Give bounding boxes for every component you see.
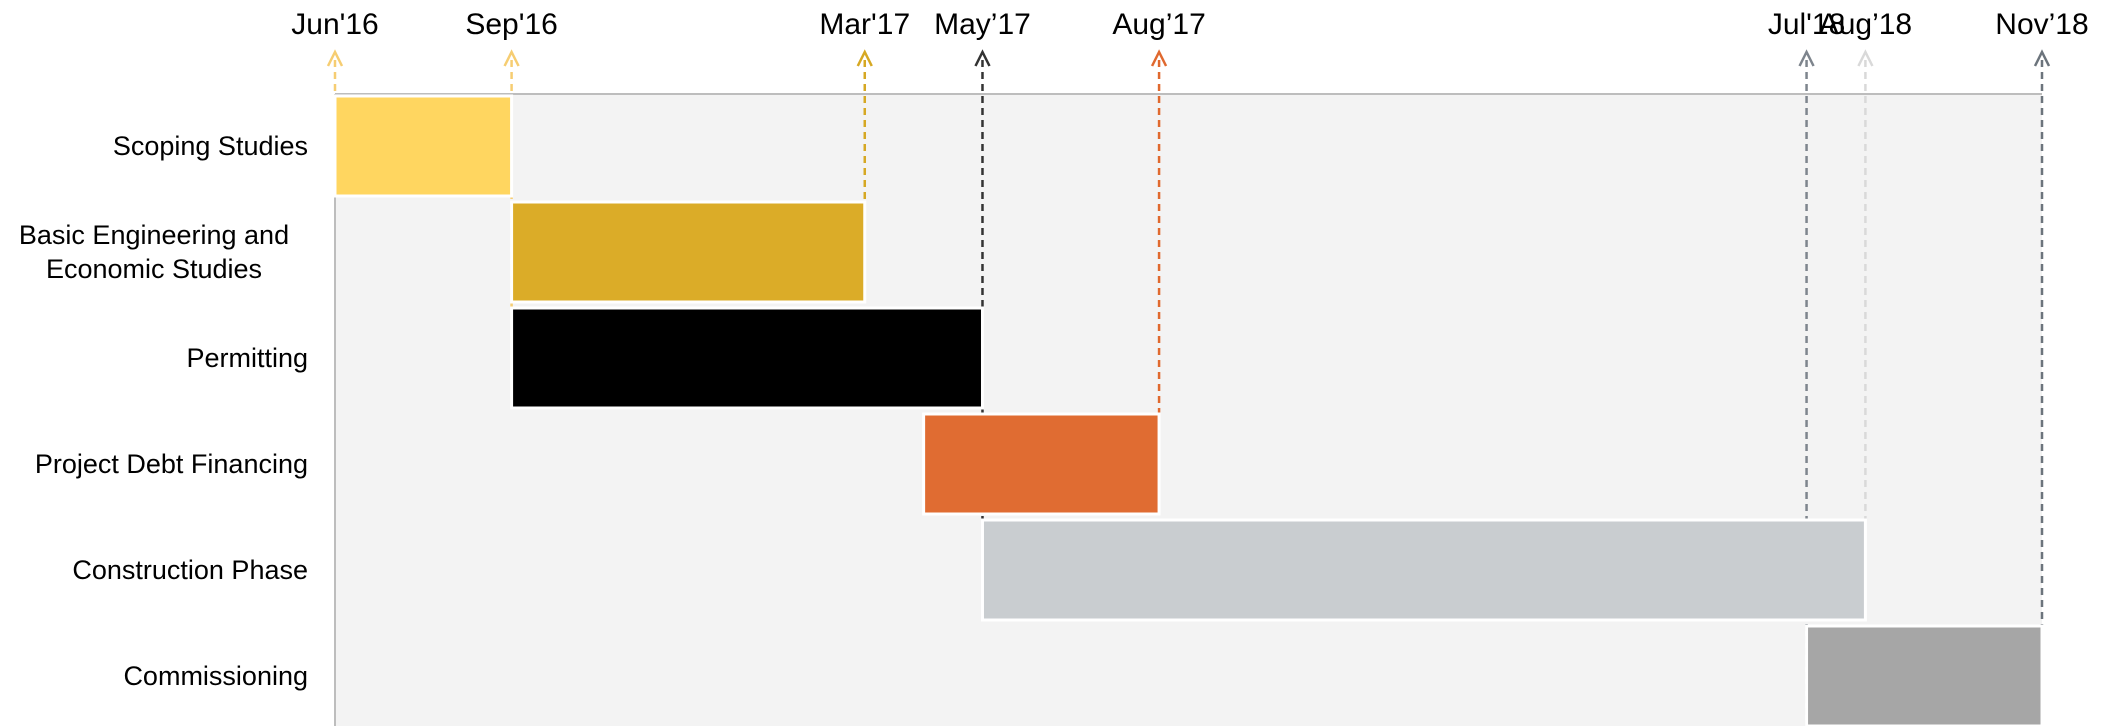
milestone-label: Mar'17: [819, 8, 910, 41]
milestone-arrow: [503, 49, 520, 67]
task-bar: [510, 200, 867, 304]
task-bar: [980, 518, 1867, 622]
milestone-label: May’17: [934, 8, 1031, 41]
task-bar: [922, 412, 1161, 516]
task-label: Scoping Studies: [112, 131, 308, 161]
milestone-arrow: [326, 49, 344, 67]
task-bar: [1805, 624, 2044, 726]
milestone-arrow: [974, 49, 991, 67]
task-bar: [333, 94, 514, 198]
task-label: Commissioning: [123, 661, 308, 691]
task-label: Project Debt Financing: [34, 449, 308, 479]
milestone-label: Aug’17: [1112, 8, 1205, 41]
milestone-label: Jul'18: [1768, 8, 1845, 41]
task-label: Construction Phase: [72, 555, 308, 585]
milestones: Jun'16 Sep'16 Mar'17 May’17 Aug’17 Jul'18Aug’…: [291, 8, 2089, 67]
milestone-arrow: [1150, 49, 1168, 67]
milestone-label: Aug’18: [1819, 8, 1912, 41]
plot-background: [335, 94, 2042, 726]
milestone-arrow: [856, 49, 873, 67]
milestone-arrow: [1857, 49, 1874, 67]
task-bar: [510, 306, 984, 410]
milestone-label: Sep'16: [465, 8, 557, 41]
milestone-label: Jun'16: [291, 8, 378, 41]
task-label: Permitting: [186, 343, 308, 373]
milestone-label: Nov’18: [1995, 8, 2088, 41]
milestone-arrow: [1798, 49, 1815, 67]
milestone-arrow: [2033, 49, 2051, 67]
task-label: Basic Engineering and Economic Studies: [18, 220, 290, 284]
bars: [333, 94, 2044, 726]
